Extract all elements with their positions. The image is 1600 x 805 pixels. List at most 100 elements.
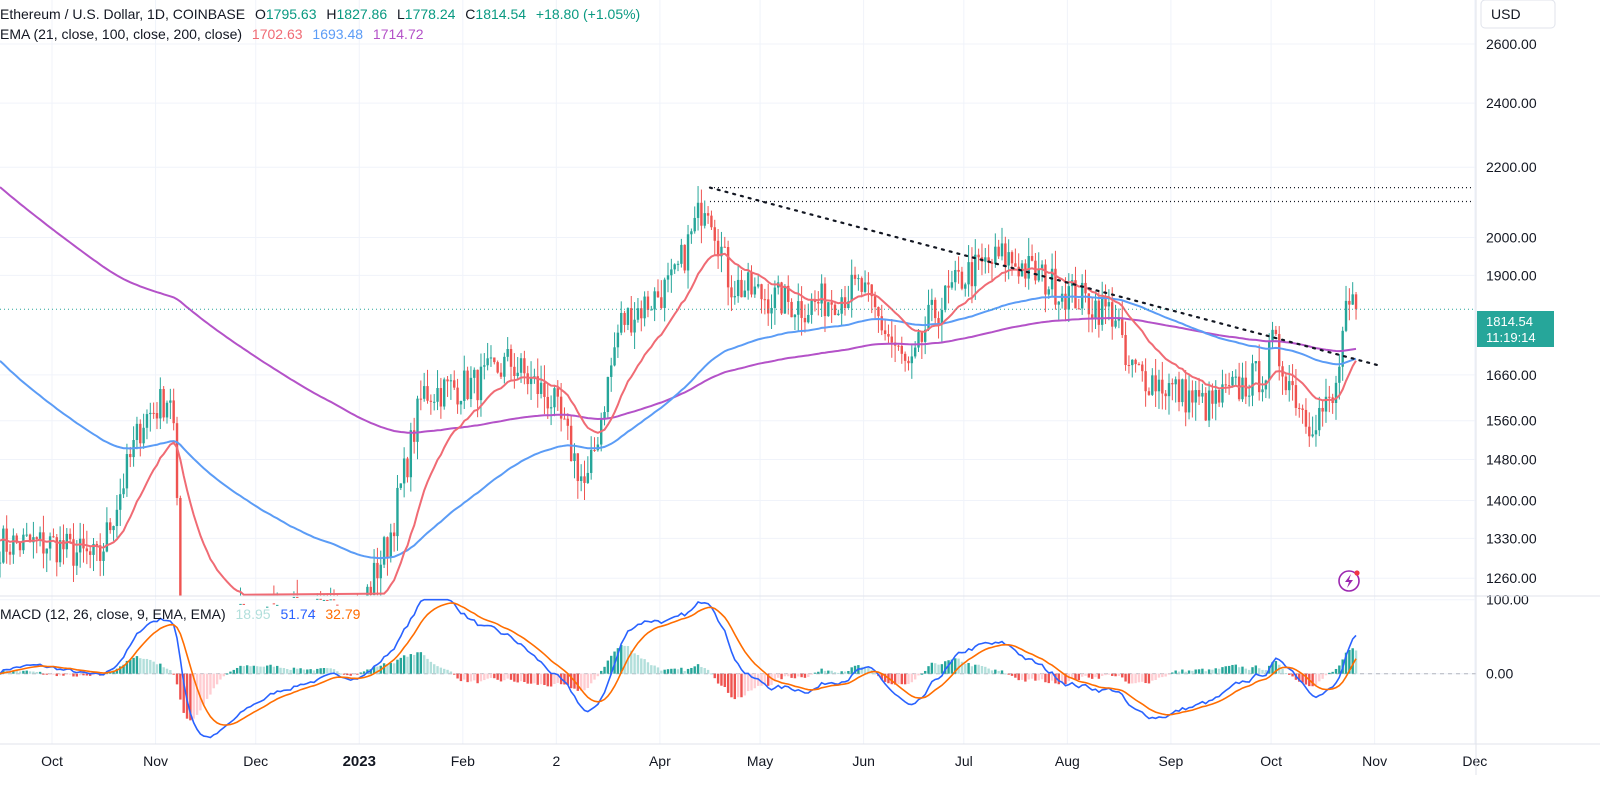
macd-histogram-bar [553, 673, 556, 685]
candle [1167, 373, 1171, 415]
candle [456, 378, 459, 414]
macd-histogram-bar [215, 673, 219, 685]
ema-legend[interactable]: EMA (21, close, 100, close, 200, close) … [0, 26, 424, 42]
candle [473, 367, 476, 394]
macd-histogram-bar [499, 673, 503, 682]
macd-histogram-bar [733, 673, 736, 700]
candle [8, 543, 12, 565]
macd-histogram-bar [172, 673, 175, 675]
time-tick-label: May [747, 753, 773, 769]
macd-histogram-bar [954, 658, 957, 674]
macd-histogram-bar [219, 673, 222, 680]
macd-histogram-bar [416, 652, 419, 674]
macd-histogram-bar [242, 666, 246, 674]
macd-histogram-bar [927, 666, 930, 674]
time-axis[interactable]: Oct Nov Dec 2023 Feb 2 Apr May Jun Jul Aug Sep Oct No… [41, 753, 1487, 770]
macd-histogram-bar [1187, 670, 1191, 674]
candle [155, 402, 159, 430]
macd-histogram-bar [666, 669, 670, 674]
candle [1184, 370, 1187, 427]
macd-histogram-bar [837, 672, 840, 674]
macd-histogram-bar [773, 673, 777, 682]
candle [646, 290, 650, 318]
high-value: 1827.86 [337, 6, 388, 22]
macd-histogram-bar [630, 650, 633, 674]
macd-histogram-bar [746, 673, 750, 692]
macd-histogram-bar [1348, 649, 1351, 674]
macd-histogram-bar [720, 673, 723, 686]
candle [820, 274, 823, 318]
macd-histogram-bar [706, 669, 710, 674]
macd-histogram-bar [1177, 671, 1181, 674]
chart-legend-symbol[interactable]: Ethereum / U.S. Dollar, 1D, COINBASE O17… [0, 6, 640, 22]
macd-histogram-bar [1298, 673, 1301, 682]
macd-histogram-bar [352, 673, 356, 675]
trendline[interactable] [708, 186, 1383, 368]
macd-histogram-bar [349, 673, 352, 676]
candle [736, 265, 740, 303]
candle [1087, 293, 1091, 333]
macd-histogram-bar [620, 644, 623, 674]
ema21-line[interactable] [0, 252, 1357, 596]
candle [680, 238, 683, 268]
macd-histogram-bar [199, 673, 202, 711]
macd-histogram-bar [426, 658, 429, 674]
macd-histogram-bar [1007, 673, 1010, 675]
macd-histogram-bar [255, 666, 259, 674]
macd-histogram-bar [316, 668, 319, 674]
macd-legend-label[interactable]: MACD (12, 26, close, 9, EMA, EMA) [0, 606, 226, 622]
ema200-line[interactable] [0, 186, 1357, 434]
candle [543, 365, 546, 415]
macd-histogram-bar [950, 659, 954, 674]
macd-histogram-bar [1131, 673, 1134, 684]
macd-legend[interactable]: MACD (12, 26, close, 9, EMA, EMA) 18.95 … [0, 606, 361, 622]
ema100-line[interactable] [0, 295, 1357, 560]
open-value: 1795.63 [266, 6, 317, 22]
macd-histogram-bar [386, 664, 389, 674]
candle [830, 290, 833, 323]
candle [990, 258, 994, 281]
macd-histogram-bar [1227, 665, 1231, 674]
candle [396, 474, 399, 551]
candle [670, 258, 673, 293]
candle [55, 534, 58, 577]
macd-histogram-bar [1087, 673, 1091, 678]
candle [1194, 380, 1197, 421]
macd-histogram-bar [466, 673, 469, 683]
candle [700, 189, 703, 244]
macd-histogram-bar [8, 671, 12, 674]
macd-histogram-bar [810, 673, 813, 675]
candle [903, 351, 907, 372]
macd-histogram-bar [1354, 650, 1358, 674]
candle [797, 283, 800, 332]
macd-histogram-bar [45, 673, 48, 675]
macd-histogram-bar [429, 661, 433, 674]
macd-histogram-bar [1034, 673, 1037, 681]
macd-histogram-bar [603, 666, 606, 674]
macd-signal-line[interactable] [0, 602, 1357, 726]
macd-histogram-bar [1077, 673, 1081, 681]
macd-histogram-bar [249, 666, 252, 674]
macd-histogram-bar [362, 671, 366, 674]
macd-histogram-bar [1094, 673, 1097, 678]
candle [419, 380, 423, 411]
macd-histogram-bar [616, 648, 620, 674]
lightning-icon[interactable] [1338, 570, 1360, 592]
price-tick-label: 1260.00 [1486, 570, 1537, 586]
candle [12, 528, 15, 564]
macd-histogram-bar [28, 671, 32, 674]
macd-histogram-bar [526, 673, 529, 684]
candle [569, 415, 573, 462]
macd-histogram-bar [1024, 673, 1027, 682]
macd-histogram-bar [229, 671, 232, 674]
ema-legend-label[interactable]: EMA (21, close, 100, close, 200, close) [0, 26, 242, 42]
macd-histogram-bar [68, 673, 72, 675]
candle [1157, 369, 1161, 409]
currency-button[interactable] [1480, 0, 1556, 29]
macd-histogram-bar [463, 673, 466, 680]
symbol-title[interactable]: Ethereum / U.S. Dollar, 1D, COINBASE [0, 6, 245, 22]
candle [1154, 358, 1157, 407]
macd-histogram-bar [1304, 673, 1308, 685]
macd-histogram-bar [516, 673, 519, 683]
